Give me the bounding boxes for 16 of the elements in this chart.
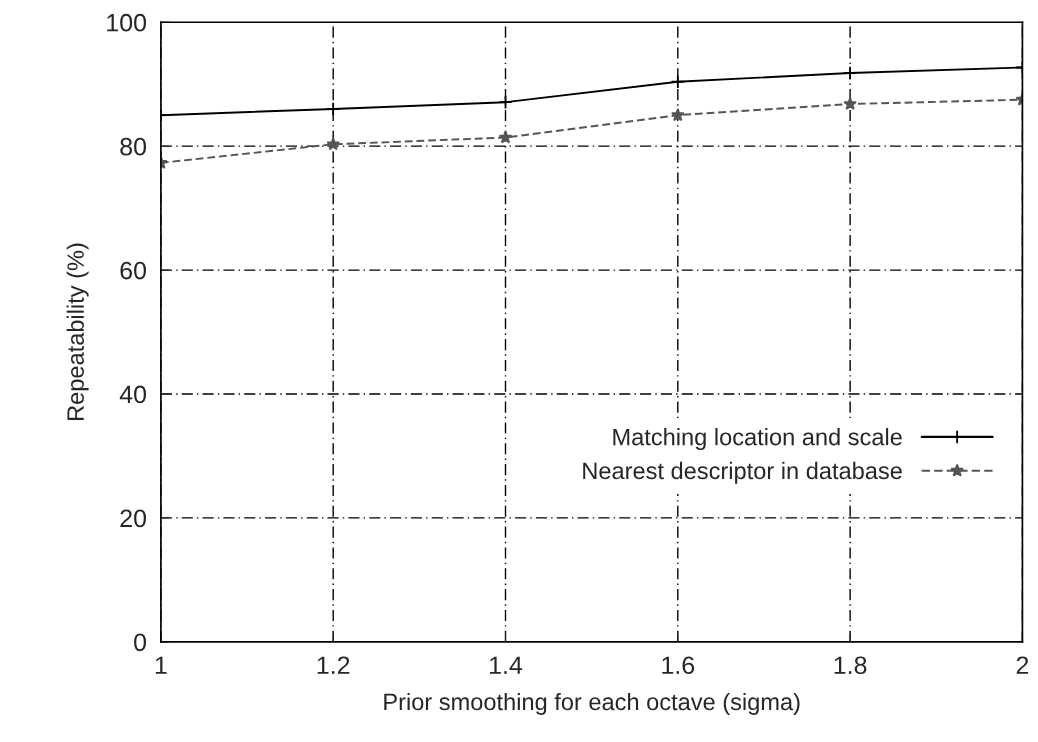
x-tick-label: 1.6 (662, 656, 695, 675)
y-axis-title: Repeatability (%) (66, 243, 89, 420)
x-tick-label: 2 (1016, 656, 1029, 674)
x-tick-label: 1.8 (834, 656, 867, 675)
x-tick-label: 1 (155, 656, 167, 674)
legend-label: Nearest descriptor in database (583, 461, 902, 484)
x-tick-label: 1.2 (317, 656, 350, 674)
legend-label: Matching location and scale (613, 428, 902, 451)
y-tick-label: 0 (134, 633, 147, 652)
y-tick-label: 100 (107, 13, 147, 32)
y-tick-label: 20 (120, 509, 147, 528)
y-tick-label: 60 (120, 261, 147, 280)
x-tick-label: 1.4 (490, 656, 523, 674)
y-tick-label: 40 (119, 385, 147, 404)
y-tick-label: 80 (120, 137, 147, 156)
x-axis-title: Prior smoothing for each octave (sigma) (384, 692, 800, 715)
